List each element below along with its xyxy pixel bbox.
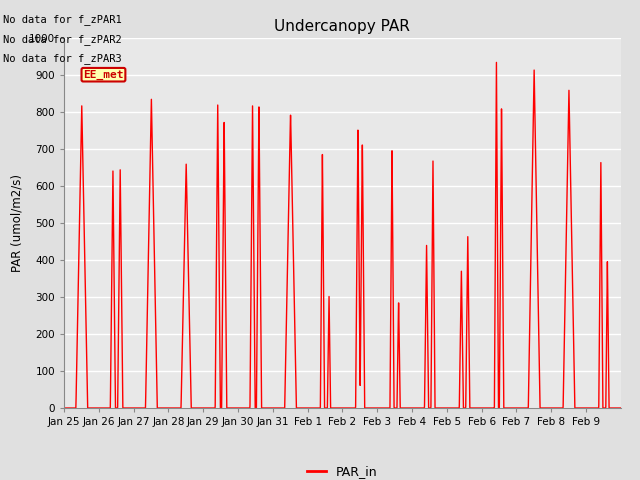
Text: No data for f_zPAR1: No data for f_zPAR1	[3, 14, 122, 25]
Text: No data for f_zPAR3: No data for f_zPAR3	[3, 53, 122, 64]
Text: EE_met: EE_met	[83, 70, 124, 80]
Text: No data for f_zPAR2: No data for f_zPAR2	[3, 34, 122, 45]
Y-axis label: PAR (umol/m2/s): PAR (umol/m2/s)	[10, 174, 23, 272]
Legend: PAR_in: PAR_in	[302, 460, 383, 480]
Title: Undercanopy PAR: Undercanopy PAR	[275, 20, 410, 35]
